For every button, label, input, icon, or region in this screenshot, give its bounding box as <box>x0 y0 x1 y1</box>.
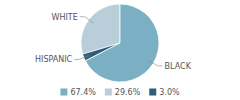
legend-label: 67.4% <box>70 88 96 97</box>
leader-line <box>74 55 89 59</box>
legend-label: 29.6% <box>115 88 141 97</box>
slice-label: HISPANIC <box>35 55 73 64</box>
pie <box>81 4 159 82</box>
legend-swatch <box>105 89 112 96</box>
legend: 67.4% 29.6% 3.0% <box>60 88 180 97</box>
legend-swatch <box>60 89 67 96</box>
slice-label: WHITE <box>51 12 77 21</box>
legend-label: 3.0% <box>159 88 180 97</box>
leader-line <box>80 17 94 23</box>
legend-item: 67.4% <box>60 88 96 97</box>
chart: WHITE HISPANIC BLACK 67.4% 29.6% 3.0% <box>0 0 240 100</box>
slice-label: BLACK <box>165 62 192 71</box>
legend-item: 29.6% <box>105 88 141 97</box>
legend-swatch <box>149 89 156 96</box>
annotations: WHITE HISPANIC BLACK <box>35 12 192 70</box>
pie-slice <box>85 4 159 82</box>
legend-item: 3.0% <box>149 88 180 97</box>
leader-line <box>148 60 162 66</box>
